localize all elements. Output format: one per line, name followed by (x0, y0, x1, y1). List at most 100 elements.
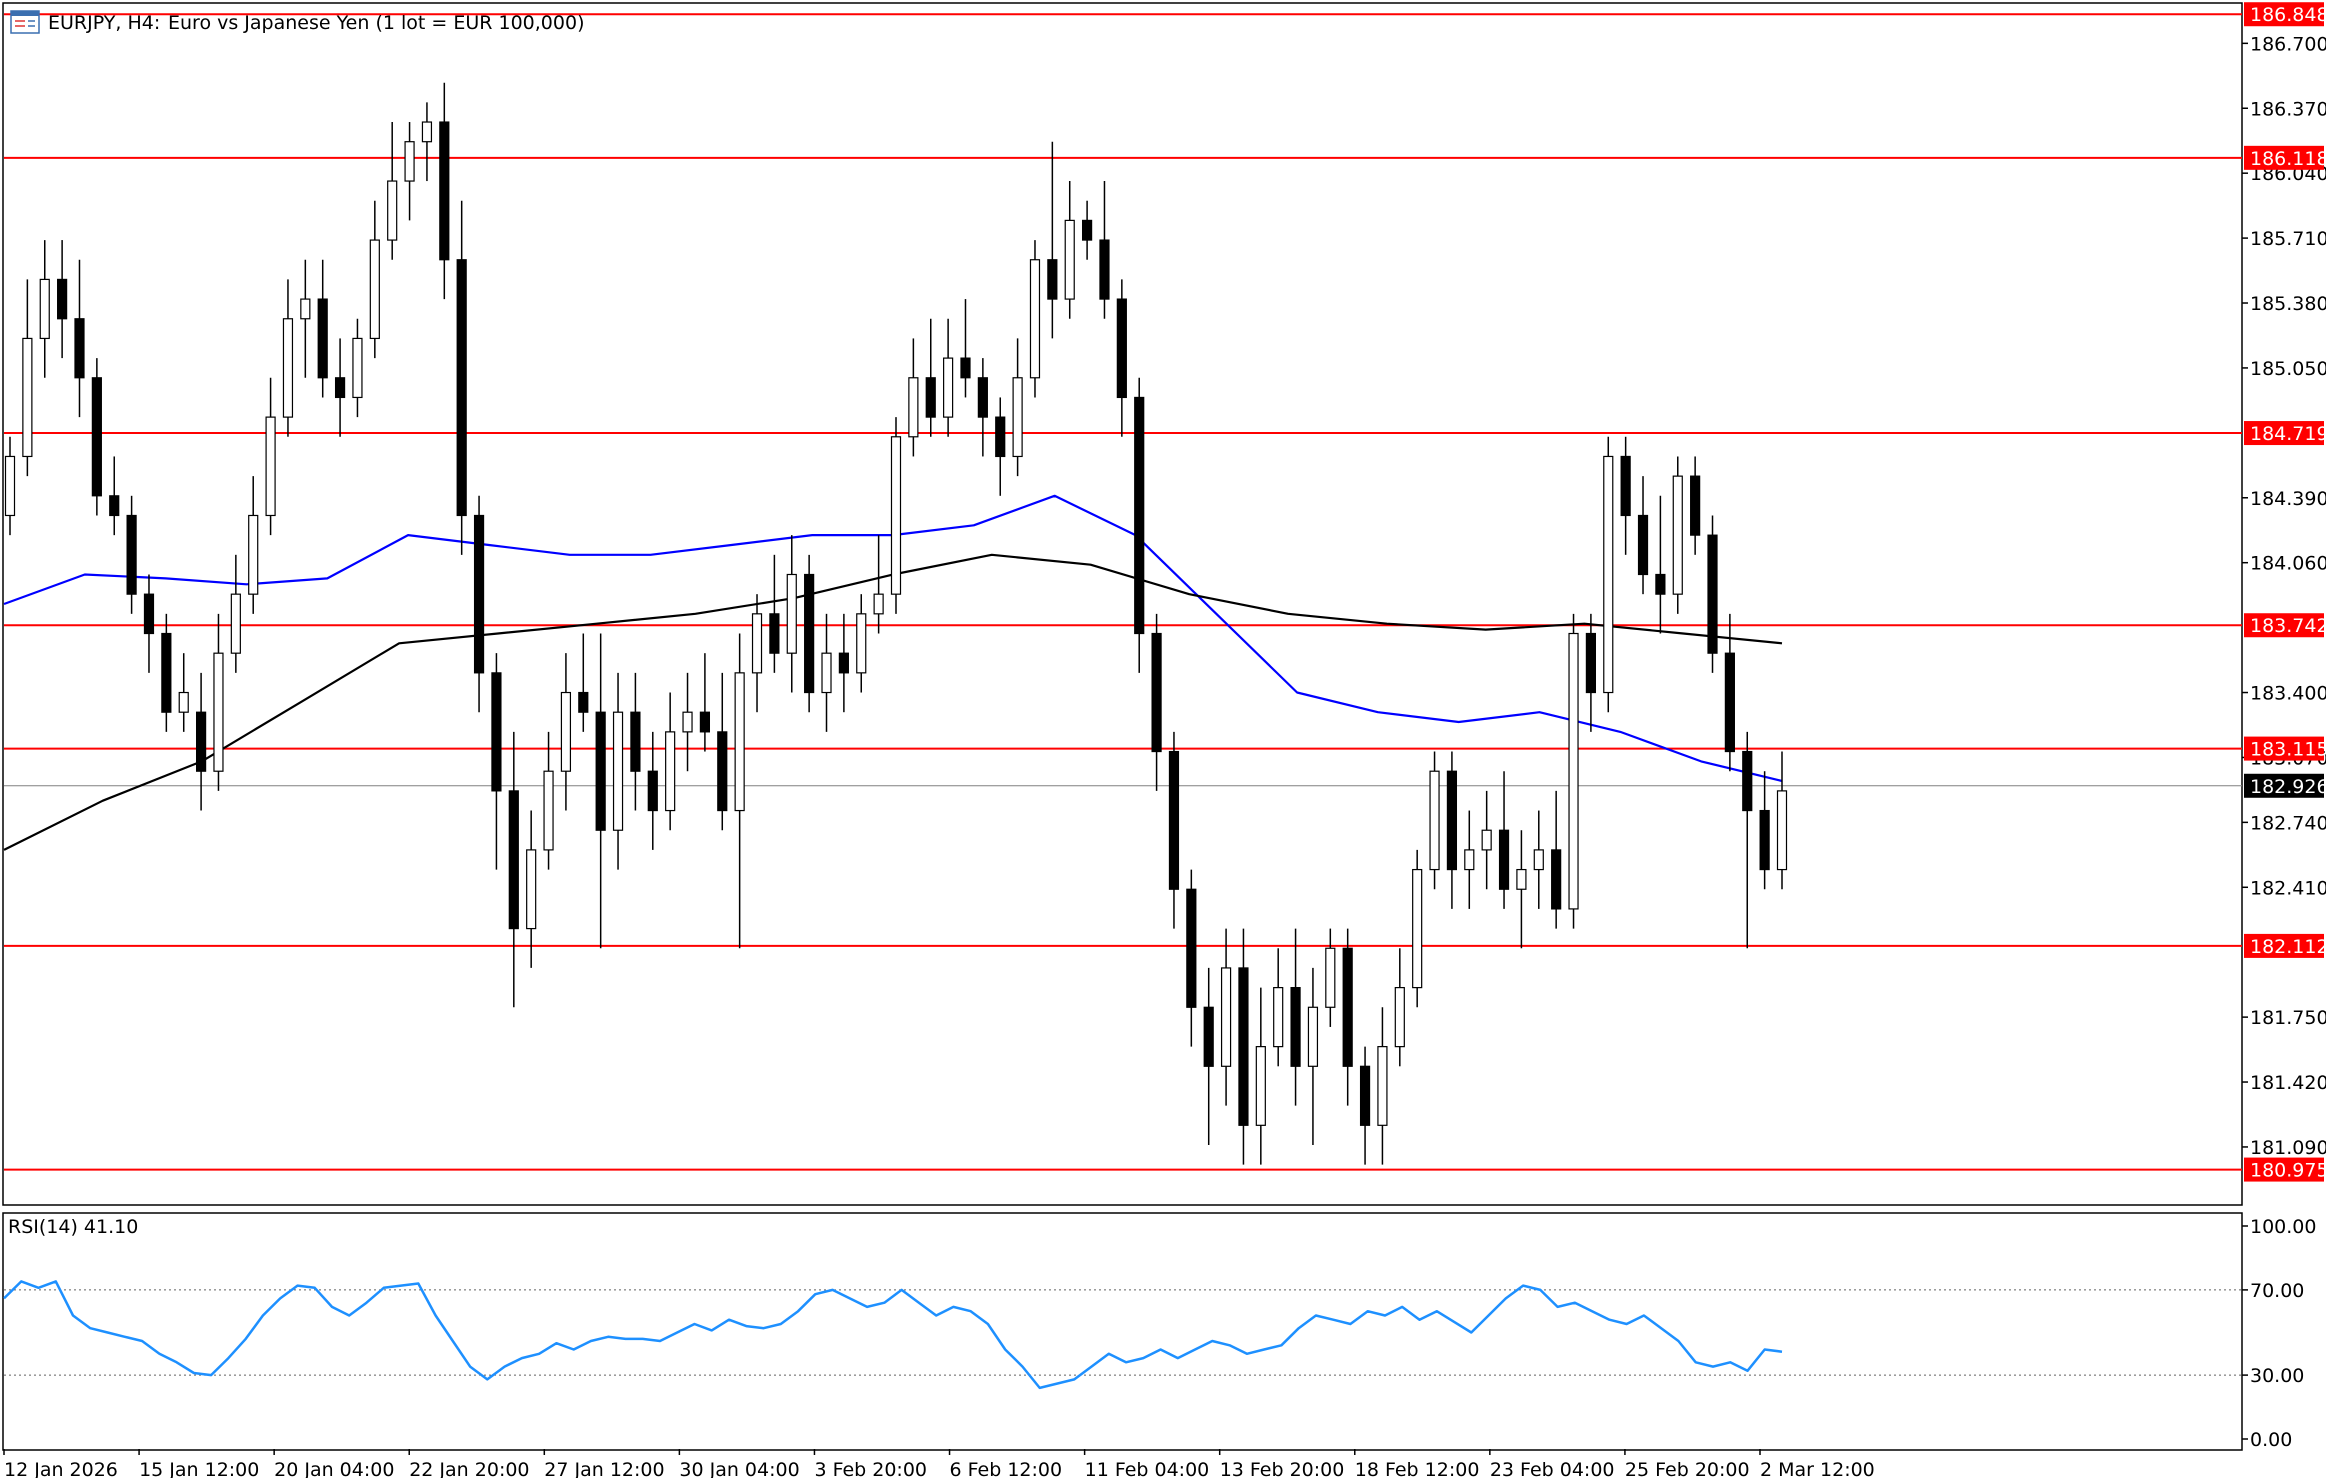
rsi-line (3, 1280, 1783, 1390)
candle-body-bear (1359, 1065, 1371, 1126)
window-icon[interactable] (10, 10, 40, 34)
candle-body-bear (804, 573, 815, 694)
candle-body-bear (1707, 534, 1718, 654)
level-labels: 186.848 186.118 184.719 183.742 183.115 182.1… (2244, 2, 2326, 1182)
rsi-tick-label: 100.00 (2250, 1216, 2316, 1238)
candle (1203, 967, 1214, 1145)
candle-body-bear (473, 514, 485, 674)
candle (317, 259, 328, 398)
candle-body-bull (682, 711, 693, 733)
candle (1446, 751, 1458, 909)
candle-body-bear (1724, 652, 1735, 753)
candle-body-bull (890, 436, 902, 595)
candle (977, 358, 988, 457)
candle (300, 259, 311, 378)
candle-body-bear (161, 632, 172, 713)
candle-body-bear (960, 357, 971, 379)
candle-body-bear (1186, 888, 1197, 1008)
candle (1012, 338, 1023, 477)
candle (995, 397, 1006, 496)
level-label: 180.975 (2250, 1160, 2326, 1182)
candle (369, 200, 380, 359)
candle (699, 653, 711, 752)
candle-body-bear (1134, 396, 1145, 635)
candle-body-bear (1099, 239, 1110, 300)
candle (682, 672, 693, 772)
candle-body-bull (1220, 967, 1232, 1067)
candle (1481, 790, 1492, 890)
candle-body-bull (1255, 1046, 1266, 1126)
price-tick-label: 186.700 (2250, 33, 2326, 55)
candle (630, 672, 641, 811)
current-price-label: 182.926 (2250, 776, 2326, 798)
candle-body-bear (1655, 573, 1666, 595)
level-label-bg (2244, 421, 2324, 446)
candle (856, 594, 867, 693)
candle-body-bull (665, 731, 676, 812)
candle (890, 417, 902, 614)
candle (1273, 948, 1284, 1067)
candle-body-bull (612, 711, 624, 831)
candle-body-bear (1620, 455, 1631, 517)
candle (1551, 790, 1562, 929)
level-label: 183.742 (2250, 615, 2326, 637)
candle-body-bull (1012, 377, 1023, 458)
time-tick-label: 11 Feb 04:00 (1085, 1459, 1210, 1478)
candle-body-bull (821, 652, 832, 694)
candle-body-bull (1412, 868, 1423, 989)
candle (352, 318, 363, 418)
candle (1724, 613, 1735, 772)
time-tick-label: 20 Jan 04:00 (274, 1459, 394, 1478)
candle-body-bull (1064, 219, 1075, 300)
candle (612, 672, 624, 870)
candle-body-bull (387, 180, 398, 241)
candle (1516, 830, 1527, 949)
candle-body-bear (1551, 849, 1562, 910)
candle (22, 279, 33, 477)
candle (1464, 810, 1475, 909)
candle-body-bear (1047, 259, 1058, 300)
candle-body-bull (1533, 849, 1544, 871)
candle-body-bear (1290, 987, 1301, 1067)
price-tick-label: 181.090 (2250, 1137, 2326, 1159)
candle (456, 200, 467, 555)
time-tick-label: 13 Feb 20:00 (1220, 1459, 1345, 1478)
candle-body-bull (421, 121, 433, 143)
candle (1116, 279, 1127, 437)
candle-body-bull (943, 357, 954, 418)
candle-body-bull (1377, 1046, 1388, 1126)
candle (1707, 515, 1718, 673)
level-label-bg (2244, 1157, 2324, 1182)
candle-body-bull (22, 337, 33, 458)
candle-body-bull (282, 318, 294, 418)
candle (4, 436, 16, 536)
level-label: 184.719 (2250, 423, 2326, 445)
candle-body-bear (1446, 770, 1458, 871)
candle (439, 82, 450, 300)
candle (1759, 771, 1770, 890)
candles (4, 82, 1788, 1165)
candle (751, 594, 763, 713)
candle-body-bear (1498, 829, 1510, 890)
candle-body-bull (1603, 455, 1614, 694)
main-panel-frame (2, 2, 2243, 1206)
price-tick-label: 182.410 (2250, 877, 2326, 899)
candle-body-bear (1203, 1006, 1214, 1067)
candle-body-bear (1342, 947, 1353, 1067)
candle-body-bear (143, 593, 155, 635)
candle-body-bull (178, 691, 189, 713)
candle-body-bear (317, 298, 328, 379)
candle-body-bull (734, 672, 745, 812)
candle (404, 122, 415, 221)
time-tick-label: 6 Feb 12:00 (950, 1459, 1063, 1478)
candle (1429, 751, 1440, 890)
candle-body-bear (1585, 632, 1597, 694)
candle (143, 574, 155, 673)
candle-body-bear (1690, 475, 1701, 536)
candle (1290, 928, 1301, 1106)
candle-body-bull (369, 239, 380, 340)
candle (1151, 613, 1162, 791)
candle (1533, 810, 1544, 909)
